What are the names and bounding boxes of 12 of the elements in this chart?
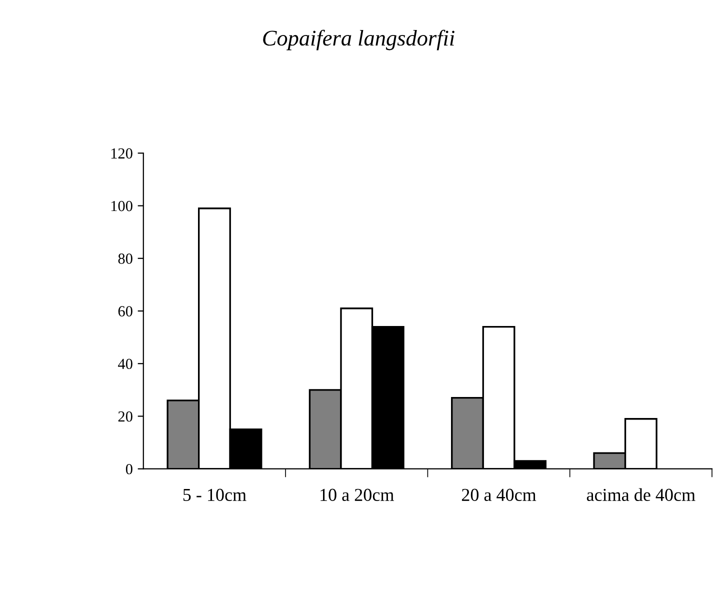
y-tick-label: 0 [126, 464, 132, 474]
y-tick-label: 80 [118, 254, 132, 264]
x-tick-label: 10 a 20cm [320, 488, 394, 501]
y-tick-label: 40 [118, 358, 132, 370]
y-tick-label: 100 [111, 200, 132, 212]
y-tick-label: 20 [118, 411, 132, 422]
x-tick-label: 5 - 10cm [183, 488, 246, 501]
y-tick-label: 60 [118, 306, 132, 316]
x-tick-label: 20 a 40cm [462, 488, 536, 501]
y-tick-label: 120 [111, 148, 132, 159]
chart-title: Copaifera langsdorfii [263, 30, 454, 50]
x-tick-label: acima de 40cm [586, 488, 696, 501]
